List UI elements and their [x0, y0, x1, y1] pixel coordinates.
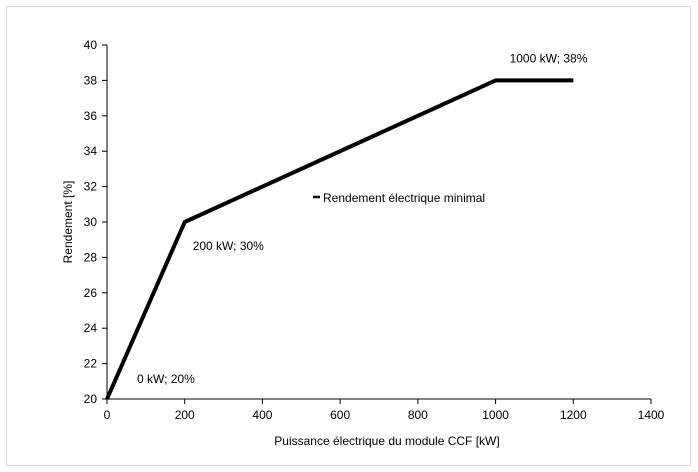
x-tick-label: 0 [104, 408, 111, 422]
legend-label: Rendement électrique minimal [323, 191, 485, 205]
y-tick-label: 32 [84, 180, 98, 194]
y-tick-label: 28 [84, 250, 98, 264]
y-tick-label: 20 [84, 392, 98, 406]
y-tick-label: 26 [84, 286, 98, 300]
x-tick-label: 800 [408, 408, 428, 422]
y-tick-label: 34 [84, 144, 98, 158]
data-label: 1000 kW; 38% [510, 51, 588, 65]
x-tick-label: 600 [330, 408, 350, 422]
series-line [105, 78, 574, 400]
x-tick-label: 1200 [560, 408, 587, 422]
y-tick-label: 30 [84, 215, 98, 229]
x-tick-label: 400 [252, 408, 272, 422]
y-axis-title: Rendement [%] [61, 181, 75, 264]
x-axis-ticks: 0 200 400 600 800 1000 1200 1400 [104, 399, 665, 422]
x-tick-label: 200 [175, 408, 195, 422]
y-axis-ticks: 20 22 24 26 28 30 32 34 36 38 40 [84, 38, 107, 406]
legend: Rendement électrique minimal [313, 191, 485, 205]
x-tick-label: 1400 [638, 408, 665, 422]
series-layer [105, 78, 574, 400]
data-label: 0 kW; 20% [137, 372, 195, 386]
annotation-layer: 0 kW; 20% 200 kW; 30% 1000 kW; 38% [137, 51, 588, 386]
data-label: 200 kW; 30% [193, 239, 264, 253]
y-tick-label: 38 [84, 73, 98, 87]
x-axis-title: Puissance électrique du module CCF [kW] [274, 434, 499, 448]
y-tick-label: 36 [84, 109, 98, 123]
chart-frame [6, 6, 691, 466]
y-tick-label: 22 [84, 357, 98, 371]
x-tick-label: 1000 [482, 408, 509, 422]
y-tick-label: 40 [84, 38, 98, 52]
y-tick-label: 24 [84, 321, 98, 335]
